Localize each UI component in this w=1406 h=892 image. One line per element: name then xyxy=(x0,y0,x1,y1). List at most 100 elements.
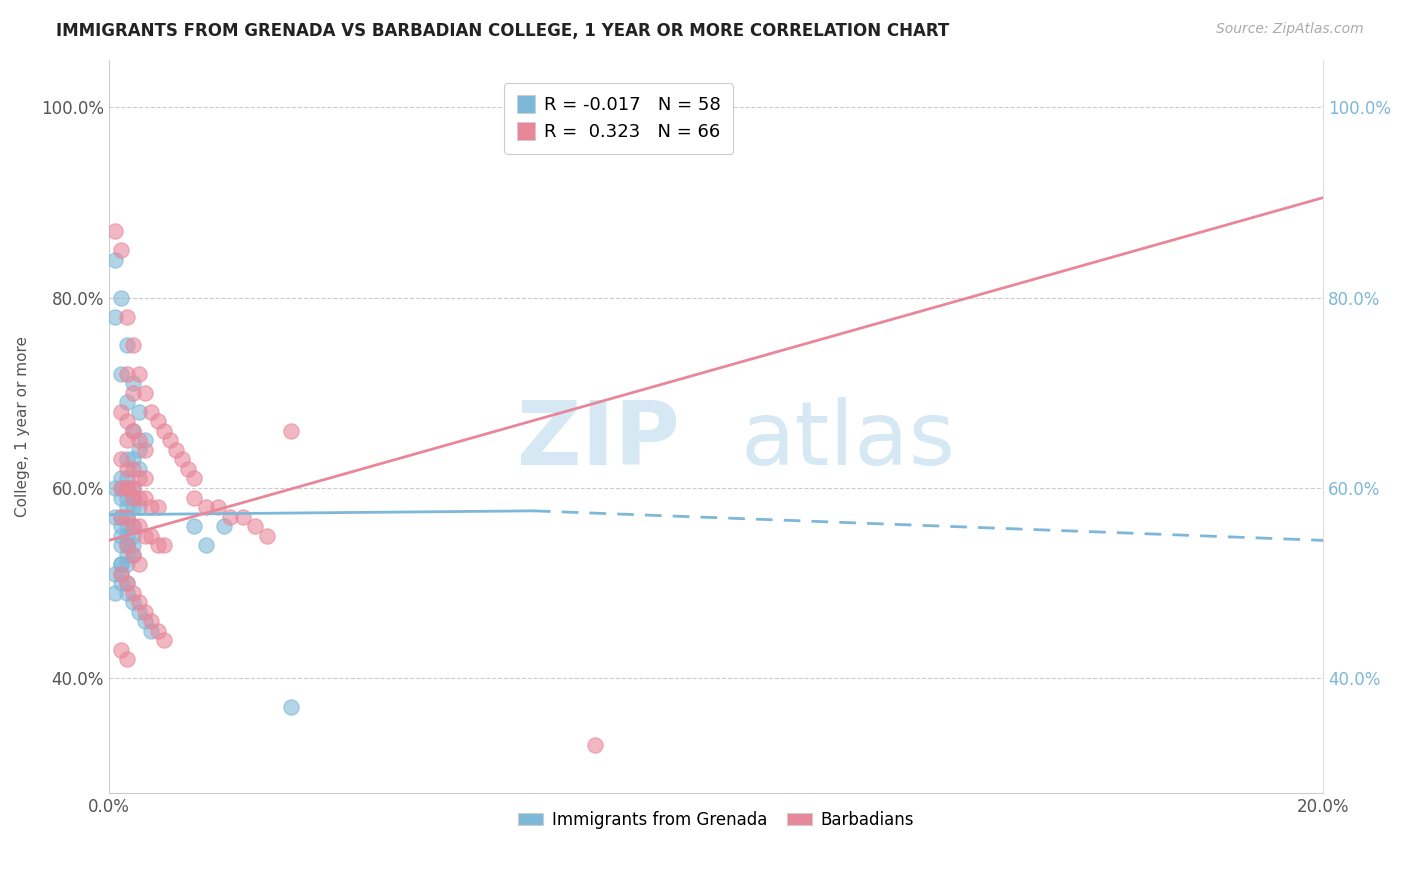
Point xyxy=(110,519,132,533)
Point xyxy=(122,452,145,467)
Point xyxy=(134,605,156,619)
Point xyxy=(110,452,132,467)
Point xyxy=(134,528,156,542)
Point xyxy=(256,528,278,542)
Point xyxy=(141,405,163,419)
Point xyxy=(583,738,606,752)
Point xyxy=(183,471,205,485)
Point xyxy=(231,509,253,524)
Point xyxy=(122,338,145,352)
Point xyxy=(115,338,138,352)
Point xyxy=(115,538,138,552)
Point xyxy=(122,528,145,542)
Point xyxy=(110,367,132,381)
Point xyxy=(122,491,145,505)
Point xyxy=(165,442,187,457)
Point xyxy=(152,633,174,648)
Point xyxy=(115,557,138,571)
Point xyxy=(152,424,174,438)
Point xyxy=(104,252,127,267)
Point xyxy=(115,481,138,495)
Point xyxy=(110,405,132,419)
Point xyxy=(115,509,138,524)
Point xyxy=(183,519,205,533)
Point xyxy=(110,566,132,581)
Point xyxy=(122,481,145,495)
Point xyxy=(115,414,138,428)
Point xyxy=(128,442,150,457)
Point xyxy=(110,643,132,657)
Point xyxy=(122,595,145,609)
Point xyxy=(195,500,218,514)
Point xyxy=(104,310,127,324)
Point xyxy=(128,434,150,448)
Point xyxy=(122,481,145,495)
Point xyxy=(110,557,132,571)
Point xyxy=(122,462,145,476)
Point xyxy=(128,367,150,381)
Point xyxy=(134,615,156,629)
Point xyxy=(122,500,145,514)
Point xyxy=(115,576,138,591)
Point xyxy=(115,310,138,324)
Point xyxy=(128,405,150,419)
Point xyxy=(122,538,145,552)
Point xyxy=(280,700,302,714)
Point xyxy=(110,471,132,485)
Point xyxy=(115,538,138,552)
Point xyxy=(134,491,156,505)
Point xyxy=(115,481,138,495)
Point xyxy=(134,442,156,457)
Point xyxy=(170,452,193,467)
Point xyxy=(115,395,138,409)
Point xyxy=(134,434,156,448)
Point xyxy=(122,491,145,505)
Point xyxy=(104,585,127,599)
Point xyxy=(128,462,150,476)
Point xyxy=(128,491,150,505)
Point xyxy=(219,509,242,524)
Point xyxy=(110,481,132,495)
Point xyxy=(115,509,138,524)
Point xyxy=(195,538,218,552)
Point xyxy=(128,471,150,485)
Point xyxy=(128,595,150,609)
Point xyxy=(122,385,145,400)
Point xyxy=(134,471,156,485)
Point xyxy=(280,424,302,438)
Point xyxy=(110,509,132,524)
Point xyxy=(122,548,145,562)
Text: ZIP: ZIP xyxy=(517,397,679,484)
Point xyxy=(183,491,205,505)
Point xyxy=(122,424,145,438)
Point xyxy=(115,471,138,485)
Point xyxy=(110,538,132,552)
Point xyxy=(159,434,181,448)
Point xyxy=(122,519,145,533)
Point xyxy=(146,538,169,552)
Point xyxy=(115,500,138,514)
Point xyxy=(122,424,145,438)
Point xyxy=(128,500,150,514)
Point xyxy=(110,491,132,505)
Text: Source: ZipAtlas.com: Source: ZipAtlas.com xyxy=(1216,22,1364,37)
Point xyxy=(128,519,150,533)
Point xyxy=(152,538,174,552)
Text: IMMIGRANTS FROM GRENADA VS BARBADIAN COLLEGE, 1 YEAR OR MORE CORRELATION CHART: IMMIGRANTS FROM GRENADA VS BARBADIAN COL… xyxy=(56,22,949,40)
Point xyxy=(115,519,138,533)
Point xyxy=(128,557,150,571)
Y-axis label: College, 1 year or more: College, 1 year or more xyxy=(15,335,30,516)
Point xyxy=(115,452,138,467)
Point xyxy=(115,481,138,495)
Point xyxy=(110,557,132,571)
Point xyxy=(115,491,138,505)
Point xyxy=(110,291,132,305)
Point xyxy=(110,243,132,257)
Point xyxy=(243,519,266,533)
Point xyxy=(207,500,229,514)
Point xyxy=(110,509,132,524)
Point xyxy=(110,566,132,581)
Text: atlas: atlas xyxy=(741,397,956,484)
Point xyxy=(115,585,138,599)
Point xyxy=(115,462,138,476)
